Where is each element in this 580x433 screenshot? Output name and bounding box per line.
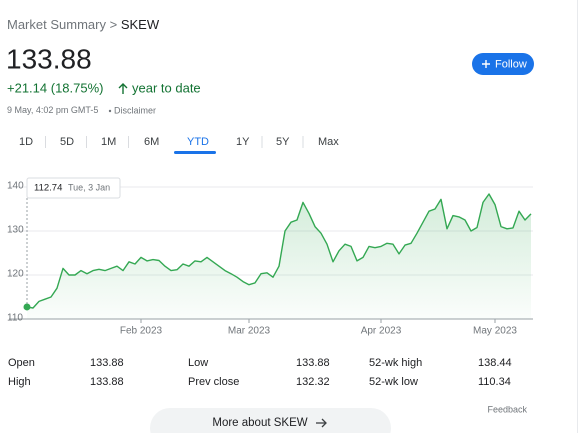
stat-label: 52-wk low xyxy=(369,376,418,388)
tab[interactable]: YTD xyxy=(187,136,209,148)
follow-bg[interactable] xyxy=(472,53,534,75)
area xyxy=(27,194,531,319)
breadcrumb-link[interactable]: Market Summary xyxy=(7,17,106,32)
hover-dot xyxy=(23,303,31,311)
stat-value: 138.44 xyxy=(478,357,512,369)
chart: 110 120 130 140 Feb 2023 Mar 2023 Apr 2023 May … xyxy=(7,177,533,337)
stat-label: Low xyxy=(188,357,208,369)
tab[interactable]: 1M xyxy=(101,136,116,148)
tab[interactable]: 5Y xyxy=(276,136,290,148)
timestamp: 9 May, 4:02 pm GMT-5 xyxy=(7,105,98,115)
feedback-link[interactable]: Feedback xyxy=(487,404,527,414)
arrow-icon xyxy=(316,418,327,428)
x-tick-label: Apr 2023 xyxy=(361,326,402,337)
stat-label: Prev close xyxy=(188,376,239,388)
stat-value: 110.34 xyxy=(478,376,511,388)
stat-label: 52-wk high xyxy=(369,357,422,369)
disclaimer-link[interactable]: Disclaimer xyxy=(114,105,156,115)
tab[interactable]: 1D xyxy=(19,136,33,148)
tabs: 1D 5D 1M 6M YTD 1Y 5Y Max xyxy=(19,136,339,154)
follow-label[interactable]: Follow xyxy=(495,58,527,70)
breadcrumb: Market Summary > SKEW xyxy=(7,17,160,32)
follow-button[interactable]: Follow xyxy=(472,53,534,75)
tab-underline xyxy=(174,151,216,154)
y-tick-label: 110 xyxy=(7,313,23,324)
tooltip-date: Tue, 3 Jan xyxy=(68,182,110,192)
y-tick-label: 140 xyxy=(7,181,24,192)
stat-label: Open xyxy=(8,357,35,369)
plus-icon xyxy=(482,60,490,68)
breadcrumb-current: SKEW xyxy=(121,17,160,32)
x-tick-label: Feb 2023 xyxy=(120,326,163,337)
more-button[interactable]: More about SKEW xyxy=(150,408,391,433)
up-arrow xyxy=(118,83,128,94)
timestamp-line: 9 May, 4:02 pm GMT-5 xyxy=(7,105,98,115)
tab[interactable]: 5D xyxy=(60,136,74,148)
more-bg[interactable] xyxy=(150,408,391,433)
stats: Open 133.88 Low 133.88 52-wk high 138.44 High 1… xyxy=(8,357,512,388)
period: year to date xyxy=(132,80,201,95)
dot-separator xyxy=(108,109,112,113)
y-tick-label: 120 xyxy=(7,269,24,280)
price: 133.88 xyxy=(6,43,92,74)
stat-value: 133.88 xyxy=(90,376,124,388)
price-line xyxy=(26,193,532,309)
tooltip-value: 112.74 xyxy=(34,183,62,194)
y-tick-label: 130 xyxy=(7,225,24,236)
tooltip-bg xyxy=(26,177,121,199)
stat-label: High xyxy=(8,376,31,388)
more-label[interactable]: More about SKEW xyxy=(212,417,307,429)
stat-value: 132.32 xyxy=(296,376,330,388)
stat-value: 133.88 xyxy=(90,357,124,369)
x-tick-label: Mar 2023 xyxy=(228,326,271,337)
tab[interactable]: 1Y xyxy=(236,136,250,148)
x-tick-label: May 2023 xyxy=(473,326,517,337)
breadcrumb-separator: > xyxy=(110,17,118,32)
stat-value: 133.88 xyxy=(296,357,330,369)
tab[interactable]: 6M xyxy=(144,136,159,148)
tab[interactable]: Max xyxy=(318,136,339,148)
price-change: +21.14 (18.75%) xyxy=(7,80,103,95)
